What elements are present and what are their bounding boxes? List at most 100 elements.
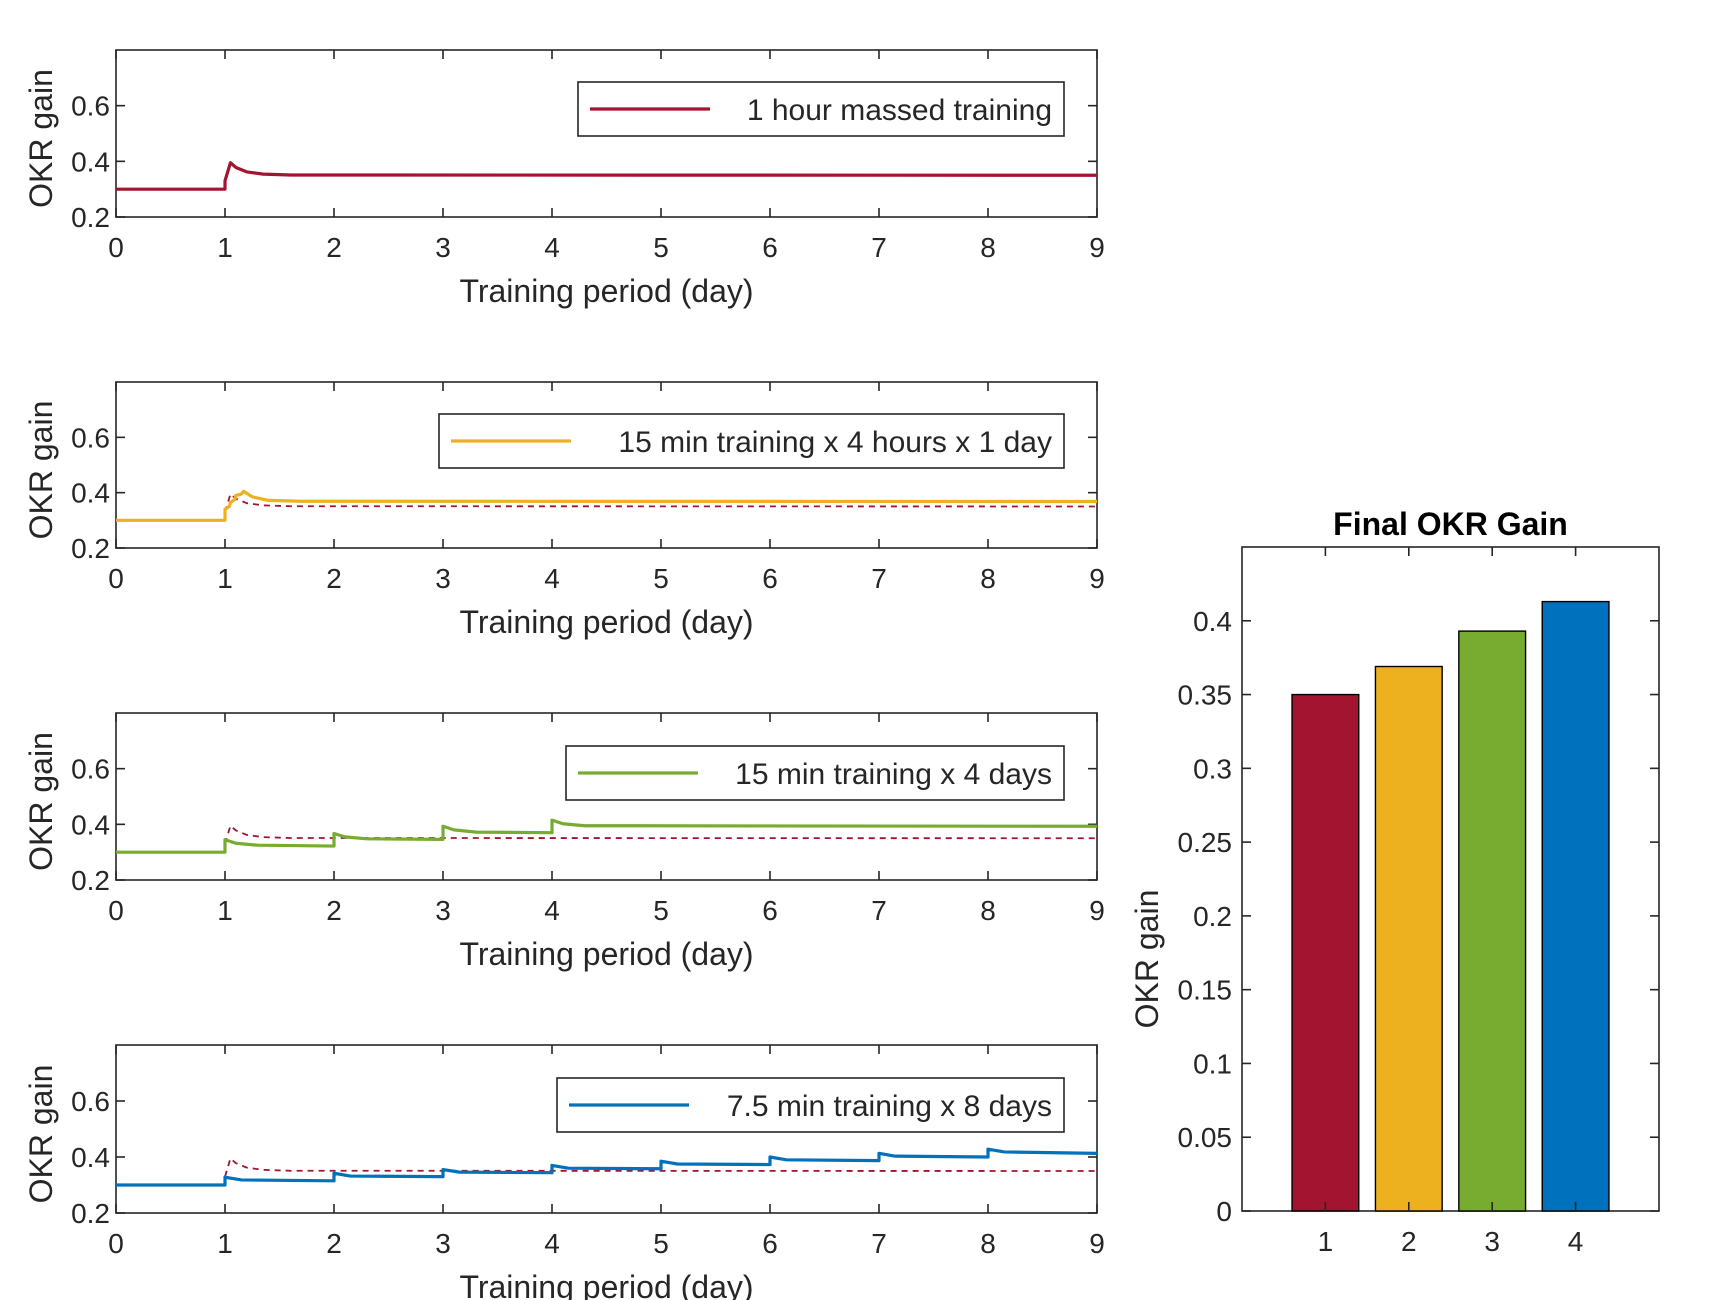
bar-axes-box: [1241, 546, 1660, 1212]
x-tick-label: 7: [871, 563, 887, 594]
y-tick-label: 0.4: [71, 478, 110, 509]
bar-4: [1541, 600, 1610, 1212]
legend: 15 min training x 4 hours x 1 day: [438, 413, 1065, 469]
legend: 7.5 min training x 8 days: [556, 1077, 1065, 1133]
axes-box: [115, 49, 1098, 218]
line-subplot-3: 0 1 2 3 4 5 6 7 8 9 0.2 0.4 0.6 Training period (day)…: [23, 712, 1105, 972]
bar-y-axis-label: OKR gain: [1129, 890, 1165, 1029]
x-tick-label: 6: [762, 895, 778, 926]
y-tick-label: 0.4: [71, 146, 110, 177]
x-tick-label: 0: [108, 232, 124, 263]
x-tick-label: 5: [653, 232, 669, 263]
y-tick-label: 0.4: [71, 1142, 110, 1173]
y-axis-label: OKR gain: [23, 1065, 59, 1204]
x-tick-label: 7: [871, 232, 887, 263]
series-line: [116, 161, 1097, 191]
x-tick-label: 3: [435, 1228, 451, 1259]
x-axis-label: Training period (day): [459, 936, 753, 972]
legend-box: [577, 81, 1065, 137]
axes-box: [115, 1044, 1098, 1214]
bar-y-tick-label: 0.35: [1178, 680, 1233, 711]
x-tick-label: 6: [762, 563, 778, 594]
y-tick-label: 0.6: [71, 754, 110, 785]
x-tick-label: 2: [326, 895, 342, 926]
y-tick-label: 0.4: [71, 809, 110, 840]
bar-y-tick-label: 0: [1216, 1196, 1232, 1227]
x-tick-label: 7: [871, 1228, 887, 1259]
x-tick-label: 1: [217, 895, 233, 926]
x-tick-label: 0: [108, 895, 124, 926]
y-tick-label: 0.6: [71, 422, 110, 453]
bar-3: [1458, 630, 1527, 1212]
reference-line-series: [224, 1157, 1097, 1177]
y-axis-label: OKR gain: [23, 401, 59, 540]
x-tick-label: 3: [435, 895, 451, 926]
y-tick-label: 0.2: [71, 533, 110, 564]
x-tick-label: 2: [326, 1228, 342, 1259]
bar-subplot: Final OKR Gain 0 0.05 0.1 0.15 0.2 0.25 0.3 0.35…: [1129, 506, 1660, 1257]
x-tick-label: 9: [1089, 563, 1105, 594]
bar-chart-title: Final OKR Gain: [1333, 506, 1568, 542]
x-tick-label: 9: [1089, 895, 1105, 926]
series-line: [116, 489, 1097, 522]
bar-y-tick-label: 0.2: [1193, 901, 1232, 932]
x-tick-label: 6: [762, 232, 778, 263]
x-tick-label: 9: [1089, 232, 1105, 263]
x-axis-label: Training period (day): [459, 1269, 753, 1300]
bar-y-tick-label: 0.1: [1193, 1048, 1232, 1079]
y-tick-label: 0.2: [71, 1198, 110, 1229]
x-tick-label: 8: [980, 1228, 996, 1259]
x-tick-label: 1: [217, 1228, 233, 1259]
x-tick-label: 4: [544, 895, 560, 926]
y-tick-label: 0.2: [71, 865, 110, 896]
x-tick-label: 1: [217, 563, 233, 594]
y-tick-label: 0.6: [71, 91, 110, 122]
x-tick-label: 8: [980, 563, 996, 594]
x-axis-label: Training period (day): [459, 273, 753, 309]
legend-label: 15 min training x 4 hours x 1 day: [618, 426, 1052, 459]
axes-box: [115, 381, 1098, 549]
legend-box: [438, 413, 1065, 469]
bar-y-tick-label: 0.3: [1193, 753, 1232, 784]
x-tick-label: 3: [435, 232, 451, 263]
x-tick-label: 0: [108, 563, 124, 594]
bar-1: [1291, 693, 1360, 1212]
legend-label: 15 min training x 4 days: [735, 758, 1052, 791]
x-axis-label: Training period (day): [459, 604, 753, 640]
bar-x-tick-label: 4: [1568, 1226, 1584, 1257]
bar-y-tick-label: 0.05: [1178, 1122, 1233, 1153]
y-tick-label: 0.6: [71, 1086, 110, 1117]
legend: 1 hour massed training: [577, 81, 1065, 137]
x-tick-label: 0: [108, 1228, 124, 1259]
legend: 15 min training x 4 days: [565, 745, 1065, 801]
x-tick-label: 8: [980, 232, 996, 263]
x-tick-label: 4: [544, 563, 560, 594]
x-tick-label: 5: [653, 1228, 669, 1259]
legend-label: 1 hour massed training: [747, 94, 1052, 127]
line-subplot-2: 0 1 2 3 4 5 6 7 8 9 0.2 0.4 0.6 Training period (day)…: [23, 381, 1105, 640]
x-tick-label: 6: [762, 1228, 778, 1259]
x-tick-label: 7: [871, 895, 887, 926]
bar-y-tick-label: 0.4: [1193, 606, 1232, 637]
x-tick-label: 2: [326, 563, 342, 594]
y-axis-label: OKR gain: [23, 732, 59, 871]
x-tick-label: 9: [1089, 1228, 1105, 1259]
x-tick-label: 2: [326, 232, 342, 263]
y-tick-label: 0.2: [71, 202, 110, 233]
bar-y-tick-label: 0.25: [1178, 827, 1233, 858]
y-axis-label: OKR gain: [23, 69, 59, 208]
axes-box: [115, 712, 1098, 881]
series-line: [116, 1147, 1097, 1187]
legend-label: 7.5 min training x 8 days: [727, 1090, 1052, 1123]
x-tick-label: 8: [980, 895, 996, 926]
bar-2: [1374, 665, 1443, 1212]
x-tick-label: 3: [435, 563, 451, 594]
x-tick-label: 4: [544, 232, 560, 263]
x-tick-label: 4: [544, 1228, 560, 1259]
bar-x-tick-label: 3: [1484, 1226, 1500, 1257]
line-subplot-4: 0 1 2 3 4 5 6 7 8 9 0.2 0.4 0.6 Training period (day)…: [23, 1044, 1105, 1300]
bar-y-tick-label: 0.15: [1178, 975, 1233, 1006]
series-line: [116, 818, 1097, 854]
x-tick-label: 5: [653, 563, 669, 594]
